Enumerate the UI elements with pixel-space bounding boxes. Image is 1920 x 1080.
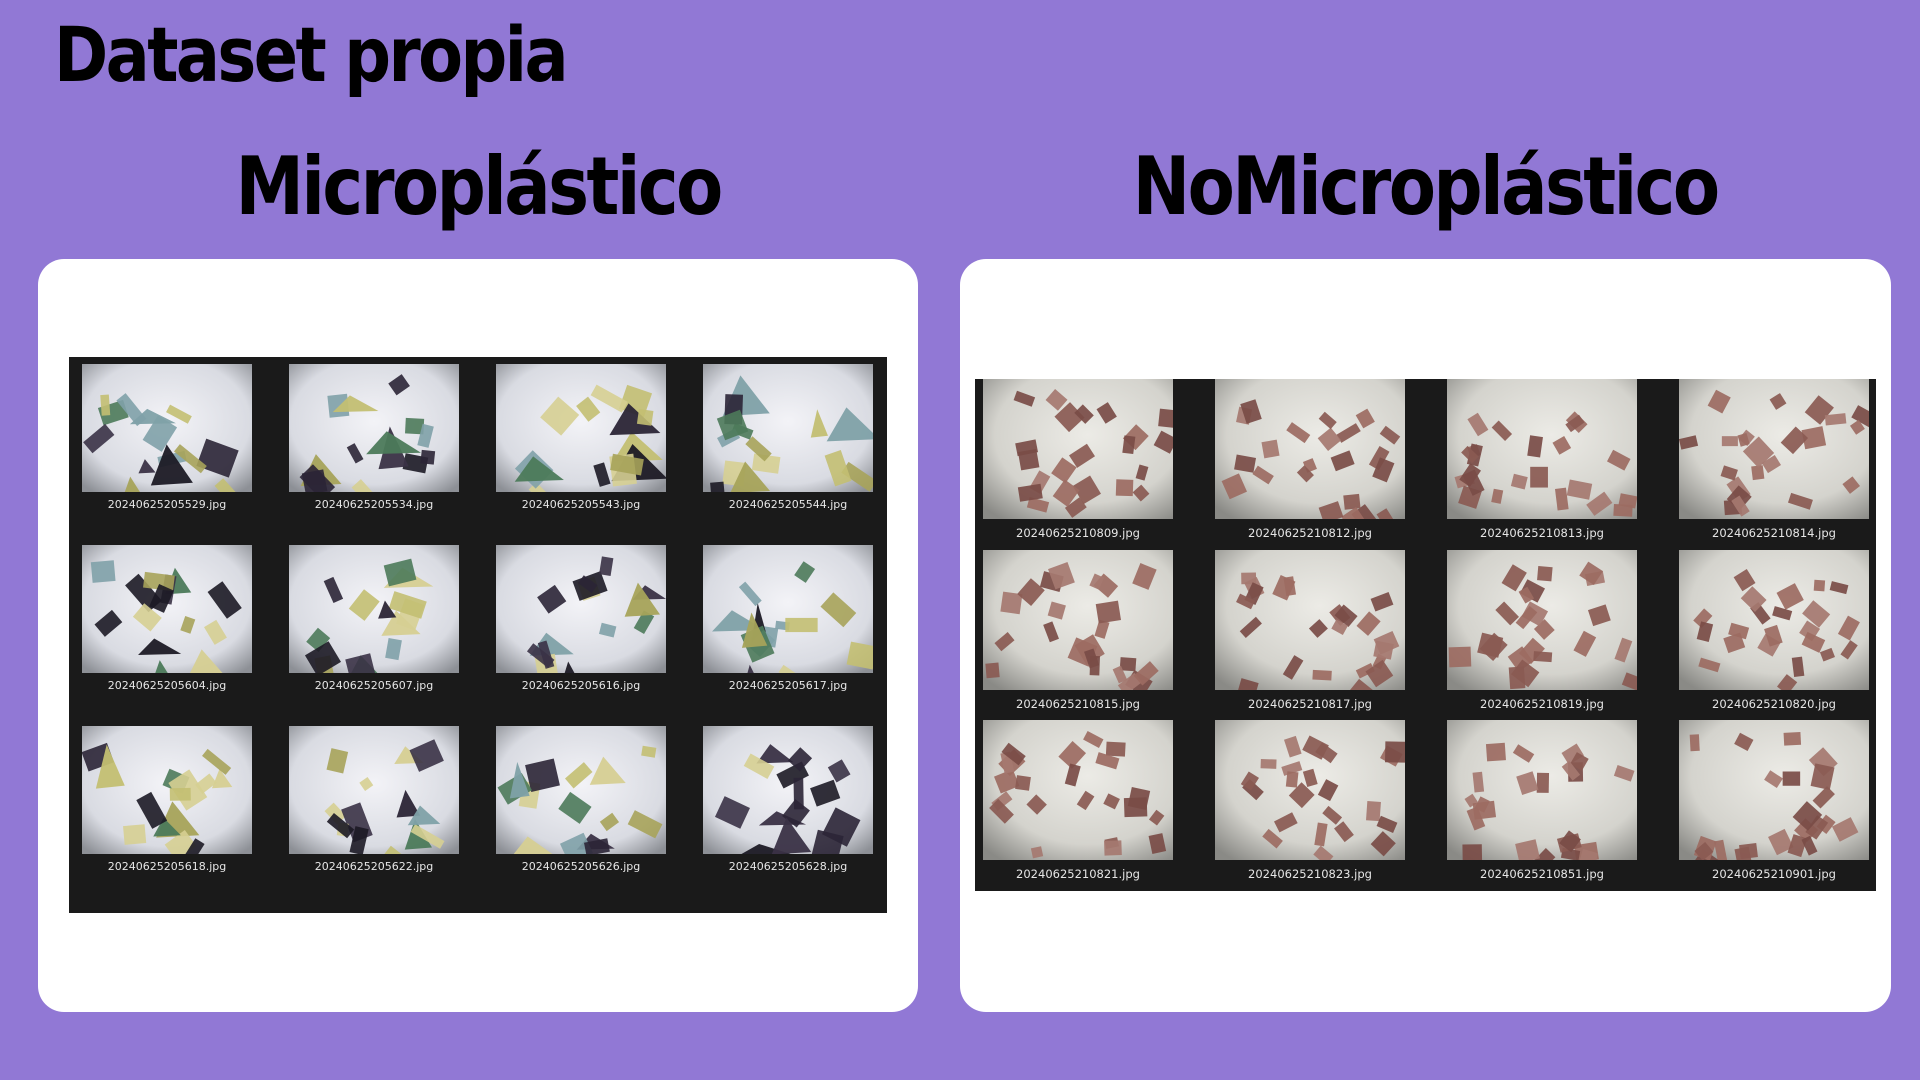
- thumbnail-image[interactable]: [289, 364, 459, 492]
- file-name-label: 20240625205628.jpg: [728, 860, 848, 873]
- no-microplastic-gallery: 20240625210809.jpg 20240625210812.jpg 20…: [975, 379, 1876, 891]
- file-name-label: 20240625210820.jpg: [1712, 696, 1836, 711]
- file-name-label: 20240625210809.jpg: [1016, 526, 1140, 540]
- gallery-item[interactable]: 20240625210851.jpg: [1447, 720, 1637, 891]
- file-name-label: 20240625205529.jpg: [107, 498, 227, 511]
- file-name-label: 20240625210812.jpg: [1248, 526, 1372, 540]
- file-name-label: 20240625205616.jpg: [521, 679, 641, 692]
- thumbnail-image[interactable]: [289, 726, 459, 854]
- thumbnail-image[interactable]: [1215, 549, 1405, 690]
- gallery-item[interactable]: 20240625205622.jpg: [289, 726, 459, 907]
- thumbnail-image[interactable]: [1447, 720, 1637, 861]
- file-name-label: 20240625205626.jpg: [521, 860, 641, 873]
- thumbnail-image[interactable]: [1447, 549, 1637, 690]
- gallery-item[interactable]: 20240625205626.jpg: [496, 726, 666, 907]
- file-name-label: 20240625205534.jpg: [314, 498, 434, 511]
- gallery-item[interactable]: 20240625210821.jpg: [983, 720, 1173, 891]
- gallery-item[interactable]: 20240625205534.jpg: [289, 364, 459, 545]
- no-microplastic-heading: NoMicroplástico: [1132, 140, 1720, 233]
- thumbnail-image[interactable]: [82, 364, 252, 492]
- file-name-label: 20240625205617.jpg: [728, 679, 848, 692]
- gallery-item[interactable]: 20240625205617.jpg: [703, 545, 873, 726]
- thumbnail-image[interactable]: [703, 726, 873, 854]
- thumbnail-image[interactable]: [1215, 720, 1405, 861]
- file-name-label: 20240625205543.jpg: [521, 498, 641, 511]
- file-name-label: 20240625210821.jpg: [1016, 867, 1140, 882]
- gallery-item[interactable]: 20240625205604.jpg: [82, 545, 252, 726]
- file-name-label: 20240625205544.jpg: [728, 498, 848, 511]
- gallery-item[interactable]: 20240625205607.jpg: [289, 545, 459, 726]
- gallery-item[interactable]: 20240625210809.jpg: [983, 379, 1173, 550]
- thumbnail-image[interactable]: [703, 545, 873, 673]
- thumbnail-image[interactable]: [1215, 379, 1405, 519]
- gallery-item[interactable]: 20240625205618.jpg: [82, 726, 252, 907]
- gallery-item[interactable]: 20240625210823.jpg: [1215, 720, 1405, 891]
- file-name-label: 20240625205604.jpg: [107, 679, 227, 692]
- gallery-item[interactable]: 20240625205529.jpg: [82, 364, 252, 545]
- file-name-label: 20240625210851.jpg: [1480, 867, 1604, 882]
- thumbnail-image[interactable]: [496, 545, 666, 673]
- file-name-label: 20240625210819.jpg: [1480, 696, 1604, 711]
- thumbnail-image[interactable]: [496, 726, 666, 854]
- gallery-item[interactable]: 20240625205543.jpg: [496, 364, 666, 545]
- thumbnail-image[interactable]: [1679, 549, 1869, 690]
- thumbnail-image[interactable]: [983, 720, 1173, 861]
- file-name-label: 20240625210901.jpg: [1712, 867, 1836, 882]
- thumbnail-image[interactable]: [496, 364, 666, 492]
- microplastic-card: 20240625205529.jpg 20240625205534.jpg 20…: [38, 259, 918, 1012]
- gallery-item[interactable]: 20240625210814.jpg: [1679, 379, 1869, 550]
- gallery-item[interactable]: 20240625210812.jpg: [1215, 379, 1405, 550]
- file-name-label: 20240625210813.jpg: [1480, 526, 1604, 540]
- thumbnail-image[interactable]: [82, 545, 252, 673]
- thumbnail-image[interactable]: [983, 549, 1173, 690]
- gallery-item[interactable]: 20240625205628.jpg: [703, 726, 873, 907]
- thumbnail-image[interactable]: [1679, 720, 1869, 861]
- thumbnail-image[interactable]: [289, 545, 459, 673]
- no-microplastic-card: 20240625210809.jpg 20240625210812.jpg 20…: [960, 259, 1891, 1012]
- thumbnail-image[interactable]: [703, 364, 873, 492]
- gallery-item[interactable]: 20240625210813.jpg: [1447, 379, 1637, 550]
- page-title: Dataset propia: [54, 10, 569, 99]
- gallery-item[interactable]: 20240625210820.jpg: [1679, 549, 1869, 721]
- file-name-label: 20240625205618.jpg: [107, 860, 227, 873]
- file-name-label: 20240625210814.jpg: [1712, 526, 1836, 540]
- thumbnail-image[interactable]: [1679, 379, 1869, 519]
- thumbnail-image[interactable]: [983, 379, 1173, 519]
- thumbnail-image[interactable]: [82, 726, 252, 854]
- thumbnail-image[interactable]: [1447, 379, 1637, 519]
- gallery-item[interactable]: 20240625210815.jpg: [983, 549, 1173, 721]
- gallery-item[interactable]: 20240625210817.jpg: [1215, 549, 1405, 721]
- file-name-label: 20240625205607.jpg: [314, 679, 434, 692]
- file-name-label: 20240625210817.jpg: [1248, 696, 1372, 711]
- file-name-label: 20240625210823.jpg: [1248, 867, 1372, 882]
- file-name-label: 20240625210815.jpg: [1016, 696, 1140, 711]
- microplastic-heading: Microplástico: [235, 140, 723, 233]
- gallery-item[interactable]: 20240625210901.jpg: [1679, 720, 1869, 891]
- microplastic-gallery: 20240625205529.jpg 20240625205534.jpg 20…: [69, 357, 887, 913]
- gallery-item[interactable]: 20240625210819.jpg: [1447, 549, 1637, 721]
- gallery-item[interactable]: 20240625205544.jpg: [703, 364, 873, 545]
- gallery-item[interactable]: 20240625205616.jpg: [496, 545, 666, 726]
- file-name-label: 20240625205622.jpg: [314, 860, 434, 873]
